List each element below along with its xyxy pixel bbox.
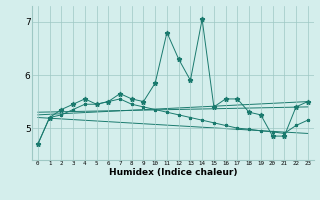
X-axis label: Humidex (Indice chaleur): Humidex (Indice chaleur) — [108, 168, 237, 177]
